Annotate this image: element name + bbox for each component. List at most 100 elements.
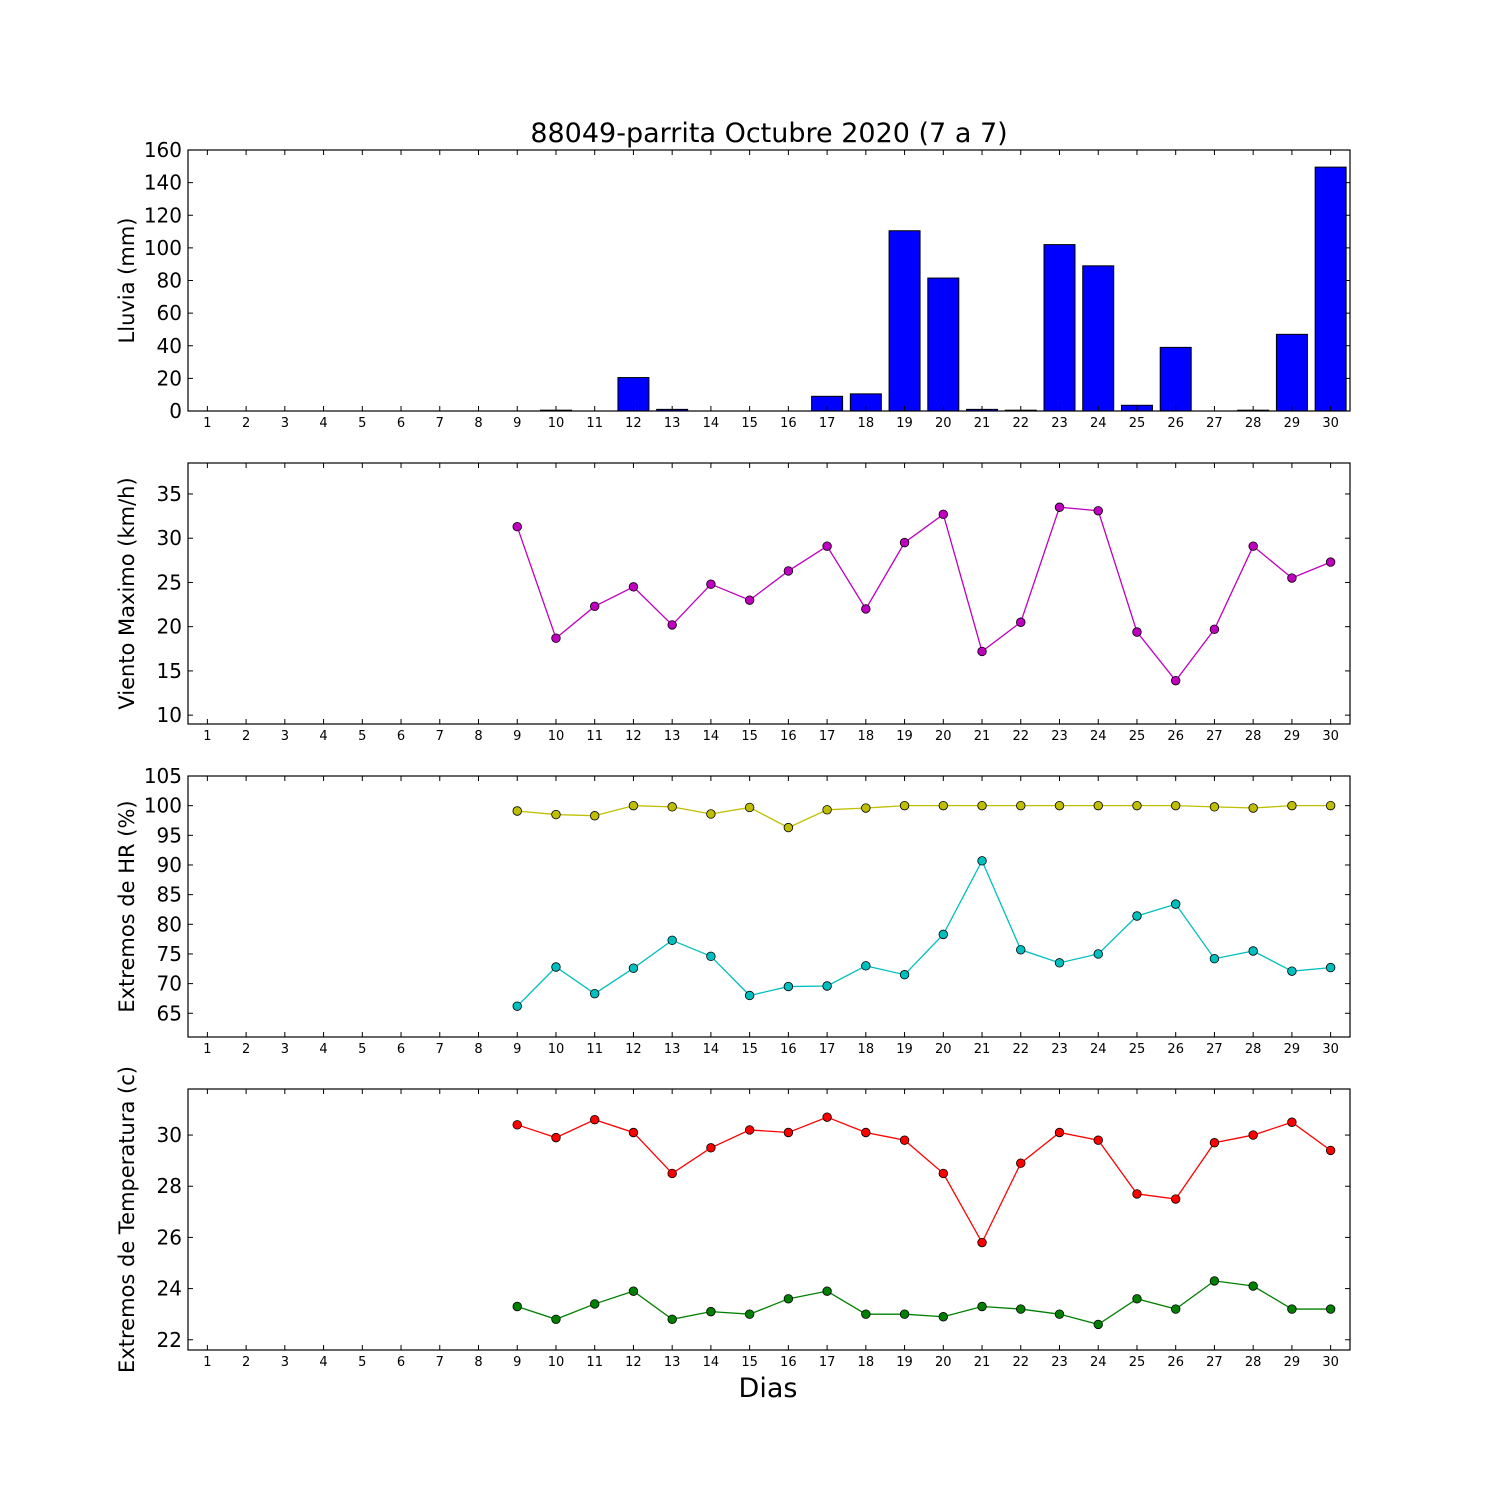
temperature-series-0-point-day-25 [1132,1189,1142,1199]
temperature-x-tick-label: 17 [819,1355,836,1370]
temperature-series-0-point-day-12 [628,1127,639,1138]
rain-y-tick-label: 120 [144,203,182,227]
humidity-y-tick-label: 70 [157,972,182,996]
bar-day-12 [617,377,650,412]
temperature-series-0-point-day-20 [938,1168,949,1179]
wind-x-tick-label: 22 [1012,729,1029,744]
humidity-series-1-point-day-24 [1093,949,1103,959]
temperature-series-0-point-day-18 [861,1127,871,1138]
humidity-series-0-point-day-19 [899,800,910,811]
humidity-x-tick-label: 11 [586,1042,603,1057]
humidity-series-1-point-day-28 [1248,946,1258,956]
temperature-series-1-point-day-27 [1209,1276,1220,1286]
temperature-x-tick-label: 10 [548,1355,565,1370]
humidity-y-tick-label: 95 [157,823,182,847]
humidity-x-tick-label: 25 [1129,1042,1146,1057]
humidity-x-tick-label: 8 [474,1042,482,1057]
wind-series-0-point-day-19 [899,537,910,548]
humidity-series-0-point-day-18 [861,803,871,813]
wind-y-tick-label: 25 [157,570,182,594]
wind-x-tick-label: 15 [741,729,758,744]
rain-y-tick-label: 140 [144,171,182,195]
humidity-y-tick-label: 105 [144,764,182,788]
humidity-series-0-point-day-9 [512,806,522,816]
wind-series-0-point-day-26 [1170,675,1181,686]
humidity-x-tick-label: 16 [780,1042,797,1057]
humidity-series-0-point-day-21 [977,800,987,811]
humidity-y-tick-label: 90 [157,853,182,877]
humidity-series-1-point-day-29 [1287,966,1297,976]
wind-x-tick-label: 13 [664,729,681,744]
temperature-series-1-point-day-21 [977,1301,987,1312]
wind-x-tick-label: 6 [397,729,405,744]
temperature-x-tick-label: 29 [1284,1355,1301,1370]
temperature-series-1-point-day-17 [822,1286,832,1296]
rain-y-axis-label: Lluvia (mm) [115,218,139,344]
temperature-x-tick-label: 20 [935,1355,952,1370]
wind-y-tick-label: 15 [157,659,182,683]
temperature-x-tick-label: 19 [896,1355,913,1370]
humidity-x-tick-label: 14 [703,1042,720,1057]
humidity-series-1-point-day-21 [977,856,987,866]
temperature-series-1-point-day-12 [628,1286,639,1296]
wind-series-0-point-day-17 [822,541,832,551]
temperature-series-1-point-day-19 [899,1309,910,1319]
temperature-axes-frame [187,1088,1351,1351]
wind-x-tick-label: 18 [858,729,875,744]
wind-series-0-point-day-30 [1325,557,1336,567]
humidity-series-0-point-day-25 [1132,800,1142,811]
wind-x-tick-label: 19 [896,729,913,744]
x-axis-label: Dias [739,1373,798,1404]
temperature-series-0-point-day-29 [1287,1117,1297,1127]
humidity-series-1-point-day-22 [1016,945,1026,955]
humidity-series-0-line [517,805,1331,829]
humidity-series-1-point-day-9 [512,1001,522,1011]
wind-series-0-point-day-15 [744,595,755,605]
humidity-x-tick-label: 13 [664,1042,681,1057]
temperature-x-tick-label: 5 [358,1355,366,1370]
wind-x-tick-label: 20 [935,729,952,744]
humidity-series-0-point-day-24 [1093,800,1103,811]
temperature-series-1-point-day-23 [1054,1309,1065,1319]
temperature-x-tick-label: 2 [242,1355,250,1370]
humidity-x-tick-label: 2 [242,1042,250,1057]
humidity-series-0-point-day-20 [938,800,949,811]
humidity-y-tick-label: 80 [157,912,182,936]
wind-series-0-point-day-29 [1287,573,1297,583]
humidity-series-1-point-day-15 [744,990,755,1001]
temperature-x-tick-label: 24 [1090,1355,1107,1370]
humidity-series-0-point-day-11 [590,811,600,821]
humidity-x-tick-label: 7 [436,1042,444,1057]
temperature-series-0-point-day-10 [551,1132,561,1143]
humidity-series-1-point-day-16 [783,981,794,992]
humidity-series-0-point-day-12 [628,800,639,811]
humidity-series-1-point-day-14 [706,951,716,962]
humidity-x-tick-label: 12 [625,1042,642,1057]
wind-series-0-point-day-25 [1132,627,1142,637]
bar-day-19 [888,230,921,412]
wind-x-tick-label: 11 [586,729,603,744]
wind-x-tick-label: 7 [436,729,444,744]
temperature-x-tick-label: 18 [858,1355,875,1370]
bar-day-26 [1159,346,1192,412]
humidity-x-tick-label: 9 [513,1042,521,1057]
temperature-series-0-point-day-9 [512,1120,522,1130]
bar-day-30 [1314,166,1347,412]
wind-x-tick-label: 28 [1245,729,1262,744]
humidity-x-tick-label: 23 [1051,1042,1068,1057]
temperature-series-0-point-day-24 [1093,1135,1103,1145]
wind-x-tick-label: 12 [625,729,642,744]
wind-x-tick-label: 23 [1051,729,1068,744]
rain-x-tick-label: 20 [935,416,952,431]
wind-series-0-point-day-16 [783,566,794,576]
wind-x-tick-label: 16 [780,729,797,744]
wind-x-tick-label: 24 [1090,729,1107,744]
humidity-series-0-point-day-22 [1016,800,1026,811]
humidity-series-0-point-day-27 [1209,802,1220,812]
wind-series-0-point-day-23 [1054,502,1065,512]
temperature-y-tick-label: 28 [157,1174,182,1198]
temperature-x-tick-label: 11 [586,1355,603,1370]
temperature-x-tick-label: 30 [1322,1355,1339,1370]
